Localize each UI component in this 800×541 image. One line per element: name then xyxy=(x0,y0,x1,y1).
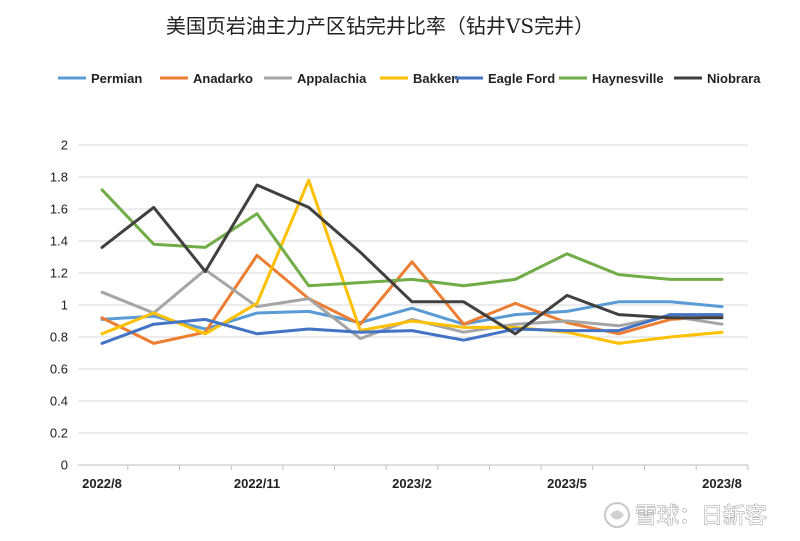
y-tick-label: 2 xyxy=(61,138,68,153)
x-tick-label: 2023/8 xyxy=(702,476,742,491)
legend-label-haynesville: Haynesville xyxy=(592,71,664,86)
y-axis: 0 0.2 0.4 0.6 0.8 1 1.2 1.4 1.6 1.8 2 xyxy=(50,138,68,473)
plot-area xyxy=(100,178,724,345)
series-line-niobrara xyxy=(100,183,724,336)
x-tick-label: 2022/8 xyxy=(82,476,122,491)
y-tick-label: 1.4 xyxy=(50,234,68,249)
watermark-logo-icon xyxy=(604,502,630,528)
series-line-haynesville xyxy=(100,188,724,288)
legend-label-bakken: Bakken xyxy=(413,71,459,86)
x-tick-label: 2022/11 xyxy=(234,476,280,491)
x-axis: 2022/8 2022/11 2023/2 2023/5 2023/8 xyxy=(78,464,749,491)
y-tick-label: 0.8 xyxy=(50,330,68,345)
y-tick-label: 1.6 xyxy=(50,202,68,217)
y-tick-label: 1 xyxy=(61,298,68,313)
series-line-bakken xyxy=(100,178,724,345)
watermark-text: 雪球：日新客 xyxy=(635,504,767,529)
chart-title: 美国页岩油主力产区钻完井比率（钻井VS完井） xyxy=(166,14,594,38)
series-line-eagle-ford xyxy=(100,313,724,345)
series-line-permian xyxy=(100,300,724,331)
legend-label-appalachia: Appalachia xyxy=(297,71,367,86)
y-tick-label: 1.8 xyxy=(50,170,68,185)
legend-label-eagle-ford: Eagle Ford xyxy=(488,71,555,86)
legend-label-niobrara: Niobrara xyxy=(707,71,761,86)
watermark: 雪球：日新客 xyxy=(604,502,768,530)
x-tick-label: 2023/2 xyxy=(392,476,432,491)
x-tick-label: 2023/5 xyxy=(547,476,587,491)
y-tick-label: 0.4 xyxy=(50,394,68,409)
y-tick-label: 1.2 xyxy=(50,266,68,281)
y-tick-label: 0.2 xyxy=(50,426,68,441)
legend: Permian Anadarko Appalachia Bakken Eagle For… xyxy=(58,71,761,86)
legend-label-anadarko: Anadarko xyxy=(193,71,253,86)
y-tick-label: 0 xyxy=(61,458,68,473)
y-tick-label: 0.6 xyxy=(50,362,68,377)
legend-label-permian: Permian xyxy=(91,71,142,86)
